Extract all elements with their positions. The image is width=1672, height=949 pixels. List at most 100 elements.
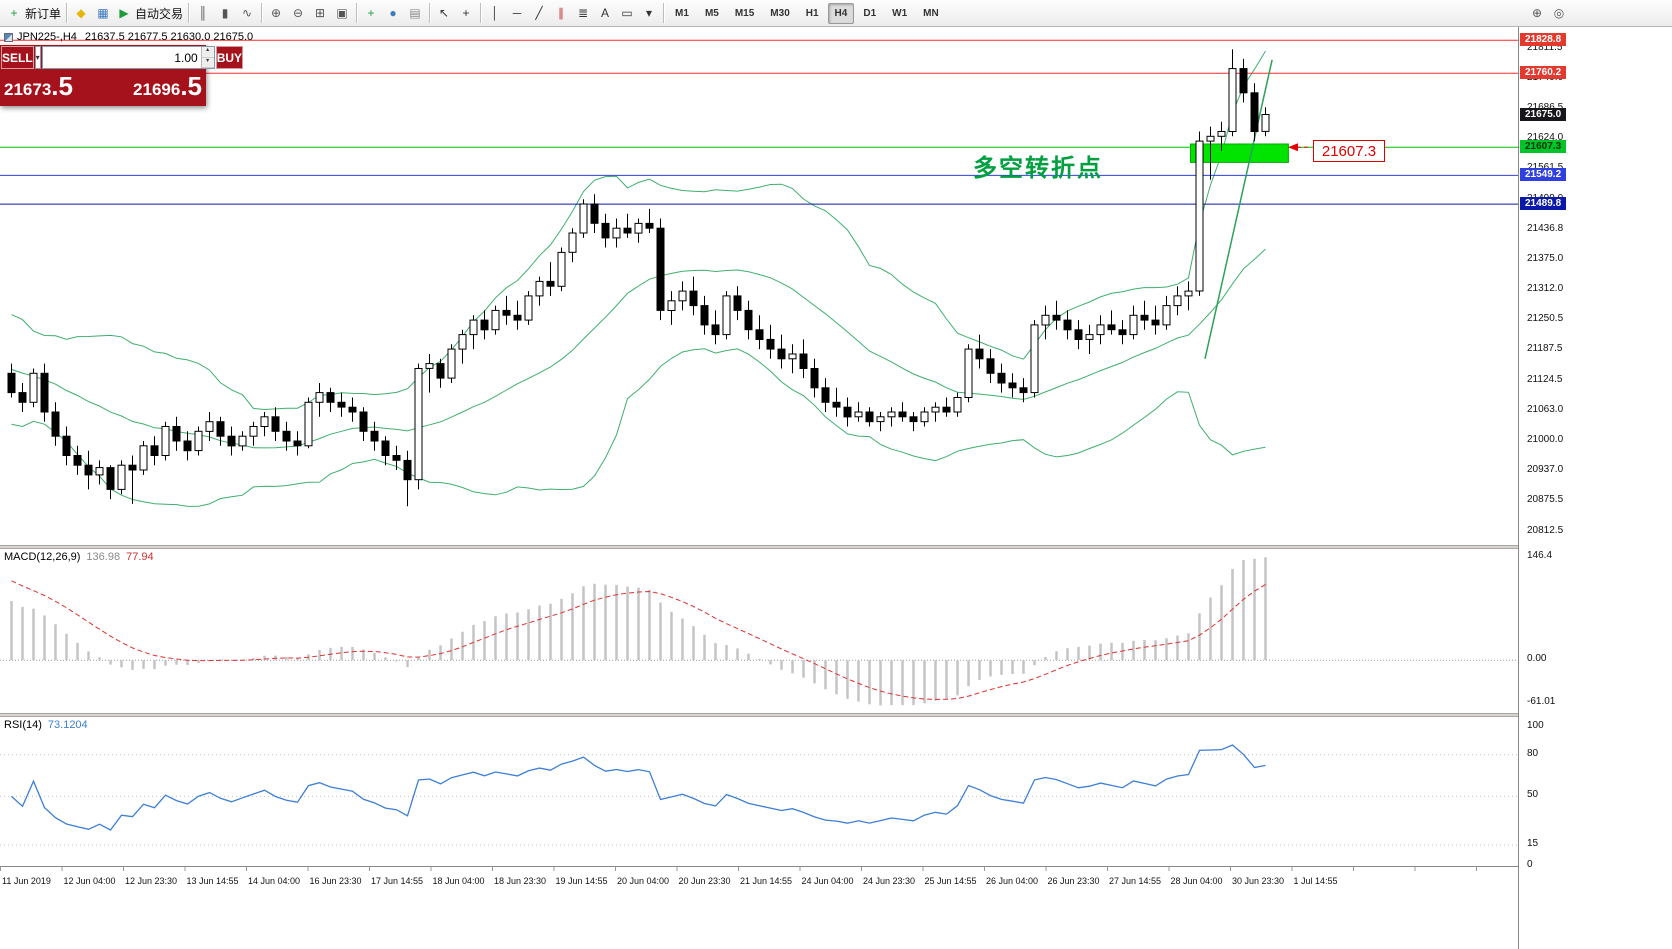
time-axis-label: 24 Jun 04:00 — [801, 876, 854, 886]
price-axis-label: 21624.0 — [1527, 132, 1564, 143]
trendline-icon[interactable]: ╱ — [528, 2, 550, 24]
sell-button[interactable]: SELL — [1, 46, 34, 69]
time-axis-label: 18 Jun 04:00 — [432, 876, 485, 886]
buy-price[interactable]: 21696.5 — [133, 71, 202, 101]
price-axis-label: 20812.5 — [1527, 525, 1564, 536]
indicators-icon[interactable]: + — [360, 2, 382, 24]
autotrade-button-icon: ▶ — [119, 6, 129, 20]
price-badge-pivot: 21607.3 — [1520, 140, 1567, 153]
equidistant-channel-icon[interactable]: ∥ — [550, 2, 572, 24]
vertical-line-icon[interactable]: │ — [484, 2, 506, 24]
timeframe-w1[interactable]: W1 — [892, 7, 908, 19]
volume-dropdown-button[interactable]: ▾ — [34, 46, 41, 69]
candlestick-icon: ▮ — [221, 6, 229, 20]
timeframe-h4[interactable]: H4 — [827, 2, 855, 24]
price-callout-label[interactable]: 21607.3 — [1313, 140, 1385, 162]
zoom-in-icon[interactable]: ⊕ — [265, 2, 287, 24]
time-axis-label: 21 Jun 14:55 — [740, 876, 793, 886]
toolbar-right-group: ⊕ ◎ — [1526, 2, 1570, 24]
time-axis-label: 19 Jun 14:55 — [555, 876, 608, 886]
price-badge-resistance-2: 21760.2 — [1520, 66, 1567, 79]
time-axis-label: 14 Jun 04:00 — [248, 876, 301, 886]
tile-windows-icon[interactable]: ▣ — [331, 2, 353, 24]
magnifier-cursor-icon: ◎ — [1553, 6, 1565, 20]
favorites-icon[interactable]: ◆ — [70, 2, 92, 24]
macd-axis-label: 0.00 — [1527, 653, 1547, 664]
new-order-button-label: 新订单 — [25, 6, 62, 21]
time-axis-label: 27 Jun 14:55 — [1109, 876, 1162, 886]
chart-title-bar: JPN225-,H4 21637.5 21677.5 21630.0 21675… — [4, 31, 253, 43]
time-axis-label: 30 Jun 23:30 — [1232, 876, 1285, 886]
timeframe-m15[interactable]: M15 — [734, 7, 755, 19]
timeframe-m30[interactable]: M30 — [770, 7, 790, 19]
magnifier-plus-icon[interactable]: ⊕ — [1526, 2, 1548, 24]
highlight-rectangle — [1190, 143, 1289, 163]
timeframe-d1[interactable]: D1 — [863, 7, 877, 19]
candlestick-icon[interactable]: ▮ — [214, 2, 236, 24]
horizontal-line-icon: ─ — [512, 6, 522, 20]
time-axis-label: 1 Jul 14:55 — [1293, 876, 1338, 886]
macd-axis-label: 146.4 — [1527, 550, 1553, 561]
market-watch-icon[interactable]: ▦ — [92, 2, 114, 24]
callout-arrow — [1288, 143, 1298, 152]
market-watch-icon: ▦ — [97, 6, 109, 20]
new-order-button[interactable]: + 新订单 — [4, 2, 63, 24]
panel-separator[interactable] — [0, 713, 1672, 717]
rsi-axis-label: 80 — [1527, 748, 1539, 759]
buy-button[interactable]: BUY — [215, 46, 244, 69]
toolbar-separator — [188, 3, 190, 23]
volume-spinner-up[interactable]: ▴ — [201, 47, 214, 58]
macd-axis-label: -61.01 — [1527, 696, 1556, 707]
cursor-icon[interactable]: ↖ — [433, 2, 455, 24]
main-price-chart[interactable] — [0, 27, 1518, 545]
magnifier-cursor-icon[interactable]: ◎ — [1548, 2, 1570, 24]
periods-icon[interactable]: ● — [382, 2, 404, 24]
fibonacci-icon[interactable]: ≣ — [572, 2, 594, 24]
time-axis-label: 26 Jun 04:00 — [986, 876, 1039, 886]
zoom-out-icon[interactable]: ⊖ — [287, 2, 309, 24]
macd-indicator-chart[interactable] — [0, 549, 1518, 713]
crosshair-icon[interactable]: + — [455, 2, 477, 24]
templates-icon[interactable]: ▤ — [404, 2, 426, 24]
time-axis-label: 24 Jun 23:30 — [863, 876, 916, 886]
timeframe-m1[interactable]: M1 — [675, 7, 689, 19]
autotrade-button-label: 自动交易 — [135, 6, 184, 21]
grid-icon: ⊞ — [315, 6, 326, 20]
shapes-dropdown-icon: ▾ — [646, 6, 653, 20]
time-axis-label: 13 Jun 14:55 — [186, 876, 239, 886]
toolbar-separator — [663, 3, 665, 23]
horizontal-line-icon[interactable]: ─ — [506, 2, 528, 24]
sell-price[interactable]: 21673.5 — [4, 71, 73, 101]
bar-chart-icon[interactable]: ║ — [192, 2, 214, 24]
panel-separator[interactable] — [0, 545, 1672, 549]
price-scale[interactable]: 21811.521749.021686.521624.021561.521499… — [1518, 27, 1672, 949]
shapes-dropdown[interactable]: ▾ — [638, 2, 660, 24]
volume-field: ▴ ▾ — [41, 46, 215, 69]
rsi-indicator-chart[interactable] — [0, 717, 1518, 866]
time-axis-label: 17 Jun 14:55 — [371, 876, 424, 886]
new-order-button-icon: + — [10, 6, 18, 20]
volume-spinner-down[interactable]: ▾ — [201, 57, 214, 68]
bar-chart-icon: ║ — [198, 6, 208, 20]
line-chart-icon[interactable]: ∿ — [236, 2, 258, 24]
zoom-out-icon: ⊖ — [293, 6, 304, 20]
rsi-axis-label: 100 — [1527, 720, 1544, 731]
time-axis-label: 26 Jun 23:30 — [1047, 876, 1100, 886]
chart-symbol-period: JPN225-,H4 — [17, 31, 77, 43]
timeframe-mn[interactable]: MN — [923, 7, 939, 19]
grid-icon[interactable]: ⊞ — [309, 2, 331, 24]
arrows-icon[interactable]: ▭ — [616, 2, 638, 24]
trendline — [1204, 59, 1273, 359]
timeframe-m5[interactable]: M5 — [704, 7, 719, 19]
time-axis-border — [0, 866, 1672, 867]
time-axis-label: 12 Jun 04:00 — [63, 876, 116, 886]
time-axis[interactable]: 11 Jun 2019 12 Jun 04:00 12 Jun 23:30 13 Ju… — [0, 867, 1518, 949]
vertical-line-icon: │ — [491, 6, 499, 20]
volume-input[interactable] — [42, 47, 201, 68]
autotrade-button[interactable]: ▶ 自动交易 — [114, 2, 185, 24]
timeframe-h1[interactable]: H1 — [805, 7, 819, 19]
price-axis-label: 21811.5 — [1527, 42, 1563, 53]
time-axis-label: 11 Jun 2019 — [2, 876, 51, 886]
rsi-value: 73.1204 — [47, 719, 88, 731]
text-label-icon[interactable]: A — [594, 2, 616, 24]
